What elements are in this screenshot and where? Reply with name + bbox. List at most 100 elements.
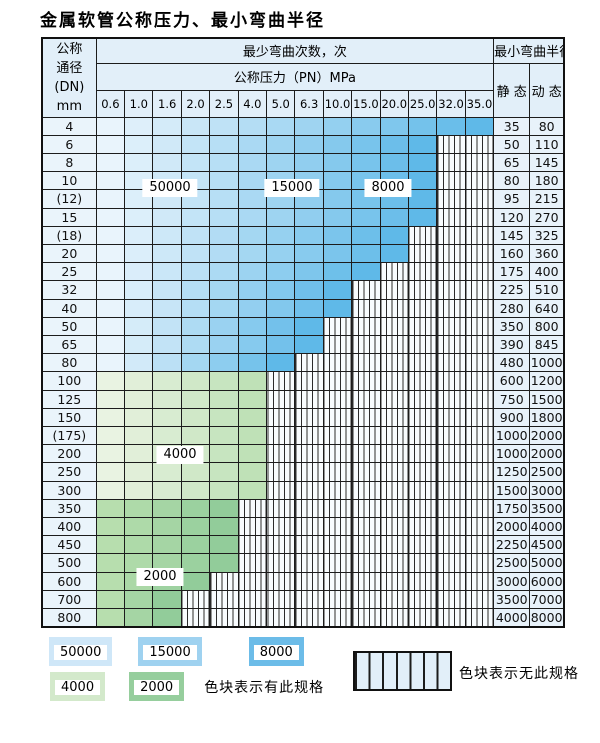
dn-value: 8 [41, 152, 97, 173]
no-spec-cell [266, 462, 296, 482]
no-spec-label: 色块表示无此规格 [459, 666, 579, 682]
no-spec-cell [294, 571, 324, 591]
no-spec-cell [464, 171, 495, 191]
no-spec-cell [464, 280, 495, 300]
spec-available-cell [124, 498, 154, 518]
no-spec-cell [322, 371, 353, 391]
table-row: 450 2250 4500 [41, 535, 565, 555]
dynamic-radius-value: 180 [529, 171, 565, 191]
spec-available-cell [209, 116, 239, 136]
dynamic-radius-value: 1200 [529, 371, 565, 391]
spec-available-cell [152, 262, 182, 282]
spec-available-cell [95, 553, 126, 573]
spec-available-cell [95, 243, 126, 264]
spec-available-cell [180, 134, 211, 154]
table-row: 50 350 800 [41, 316, 565, 336]
no-spec-cell [379, 334, 409, 355]
spec-available-cell [124, 116, 154, 136]
legend-row-blue: 50000 15000 8000 [49, 637, 304, 666]
spec-available-cell [351, 207, 381, 227]
no-spec-cell [436, 280, 466, 300]
spec-available-cell [124, 607, 154, 628]
spec-available-cell [294, 280, 324, 300]
dn-value: 65 [41, 334, 97, 355]
spec-available-cell [95, 462, 126, 482]
no-spec-cell [464, 589, 495, 609]
spec-available-cell [407, 189, 438, 209]
table-row: 500 2500 5000 [41, 553, 565, 573]
no-spec-cell [379, 607, 409, 628]
pressure-tick: 32.0 [436, 89, 466, 118]
no-spec-cell [351, 444, 381, 464]
no-spec-cell [180, 607, 211, 628]
spec-available-cell [180, 207, 211, 227]
no-spec-cell [464, 225, 495, 245]
spec-available-cell [322, 298, 353, 318]
spec-available-cell [266, 280, 296, 300]
spec-available-cell [379, 116, 409, 136]
no-spec-cell [407, 480, 438, 500]
no-spec-cell [436, 553, 466, 573]
spec-available-cell [180, 389, 211, 409]
no-spec-cell [379, 353, 409, 373]
spec-available-cell [379, 207, 409, 227]
spec-available-cell [152, 553, 182, 573]
spec-available-cell [237, 371, 268, 391]
no-spec-cell [407, 444, 438, 464]
no-spec-cell [436, 480, 466, 500]
static-radius-value: 2250 [493, 535, 531, 555]
spec-available-cell [95, 207, 126, 227]
no-spec-cell [436, 407, 466, 427]
dynamic-radius-value: 5000 [529, 553, 565, 573]
no-spec-cell [294, 607, 324, 628]
no-spec-cell [266, 516, 296, 537]
spec-available-cell [407, 116, 438, 136]
no-spec-cell [266, 407, 296, 427]
dn-value: 6 [41, 134, 97, 154]
spec-available-cell [95, 498, 126, 518]
spec-available-cell [152, 152, 182, 173]
spec-available-cell [237, 152, 268, 173]
spec-available-cell [95, 425, 126, 446]
spec-available-cell [351, 225, 381, 245]
no-spec-cell [322, 516, 353, 537]
table-row: 350 1750 3500 [41, 498, 565, 518]
table-row: 400 2000 4000 [41, 516, 565, 537]
dn-value: (18) [41, 225, 97, 245]
spec-available-cell [95, 535, 126, 555]
spec-available-cell [95, 571, 126, 591]
spec-available-cell [124, 389, 154, 409]
table-row: 800 4000 8000 [41, 607, 565, 628]
spec-available-cell [209, 189, 239, 209]
no-spec-cell [322, 571, 353, 591]
spec-available-cell [124, 589, 154, 609]
no-spec-cell [436, 444, 466, 464]
no-spec-cell [407, 225, 438, 245]
no-spec-cell [266, 607, 296, 628]
no-spec-cell [379, 444, 409, 464]
spec-available-cell [237, 425, 268, 446]
no-spec-cell [322, 425, 353, 446]
spec-available-cell [237, 316, 268, 336]
no-spec-cell [436, 316, 466, 336]
no-spec-cell [294, 535, 324, 555]
static-radius-value: 2500 [493, 553, 531, 573]
no-spec-cell [180, 589, 211, 609]
spec-available-cell [152, 316, 182, 336]
spec-available-cell [180, 298, 211, 318]
spec-available-cell [237, 480, 268, 500]
legend-swatch-label: 50000 [54, 645, 108, 660]
dynamic-radius-value: 8000 [529, 607, 565, 628]
no-spec-cell [294, 444, 324, 464]
spec-available-cell [237, 225, 268, 245]
spec-available-cell [322, 262, 353, 282]
no-spec-cell [237, 607, 268, 628]
no-spec-cell [294, 407, 324, 427]
spec-available-cell [322, 171, 353, 191]
no-spec-cell [237, 553, 268, 573]
spec-available-cell [124, 480, 154, 500]
static-radius-value: 900 [493, 407, 531, 427]
spec-available-cell [379, 225, 409, 245]
dynamic-column-header: 动 态 [529, 62, 565, 118]
legend-swatch-label: 8000 [253, 645, 299, 660]
